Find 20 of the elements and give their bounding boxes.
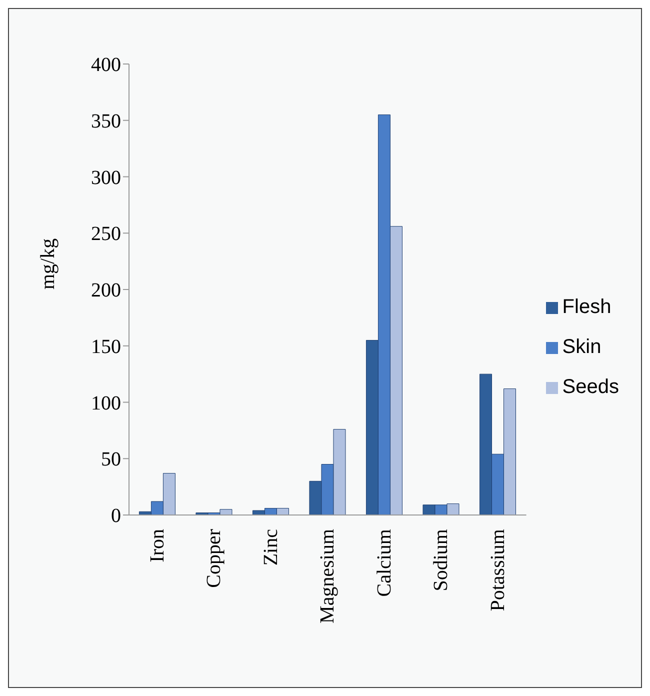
y-tick-label: 150: [91, 336, 121, 358]
x-tick-label: Zinc: [260, 528, 282, 566]
y-tick-label: 0: [111, 505, 121, 528]
y-tick-label: 300: [91, 166, 121, 189]
y-tick-label: 200: [91, 280, 121, 302]
legend-label: Seeds: [562, 376, 619, 398]
x-tick-label: Copper: [203, 528, 226, 588]
y-tick-label: 350: [91, 110, 121, 132]
y-tick-label: 50: [101, 448, 121, 471]
y-tick-label: 250: [91, 223, 121, 246]
y-tick-label: 100: [91, 392, 121, 414]
x-tick-label: Iron: [146, 529, 168, 562]
legend-label: Skin: [562, 336, 602, 358]
y-tick-label: 400: [91, 54, 121, 76]
x-tick-label: Magnesium: [316, 528, 339, 624]
x-tick-label: Calcium: [373, 528, 396, 597]
x-tick-label: Potassium: [486, 528, 509, 612]
legend-label: Flesh: [562, 296, 612, 318]
x-tick-label: Sodium: [430, 528, 452, 592]
y-axis-title: mg/kg: [37, 238, 60, 290]
